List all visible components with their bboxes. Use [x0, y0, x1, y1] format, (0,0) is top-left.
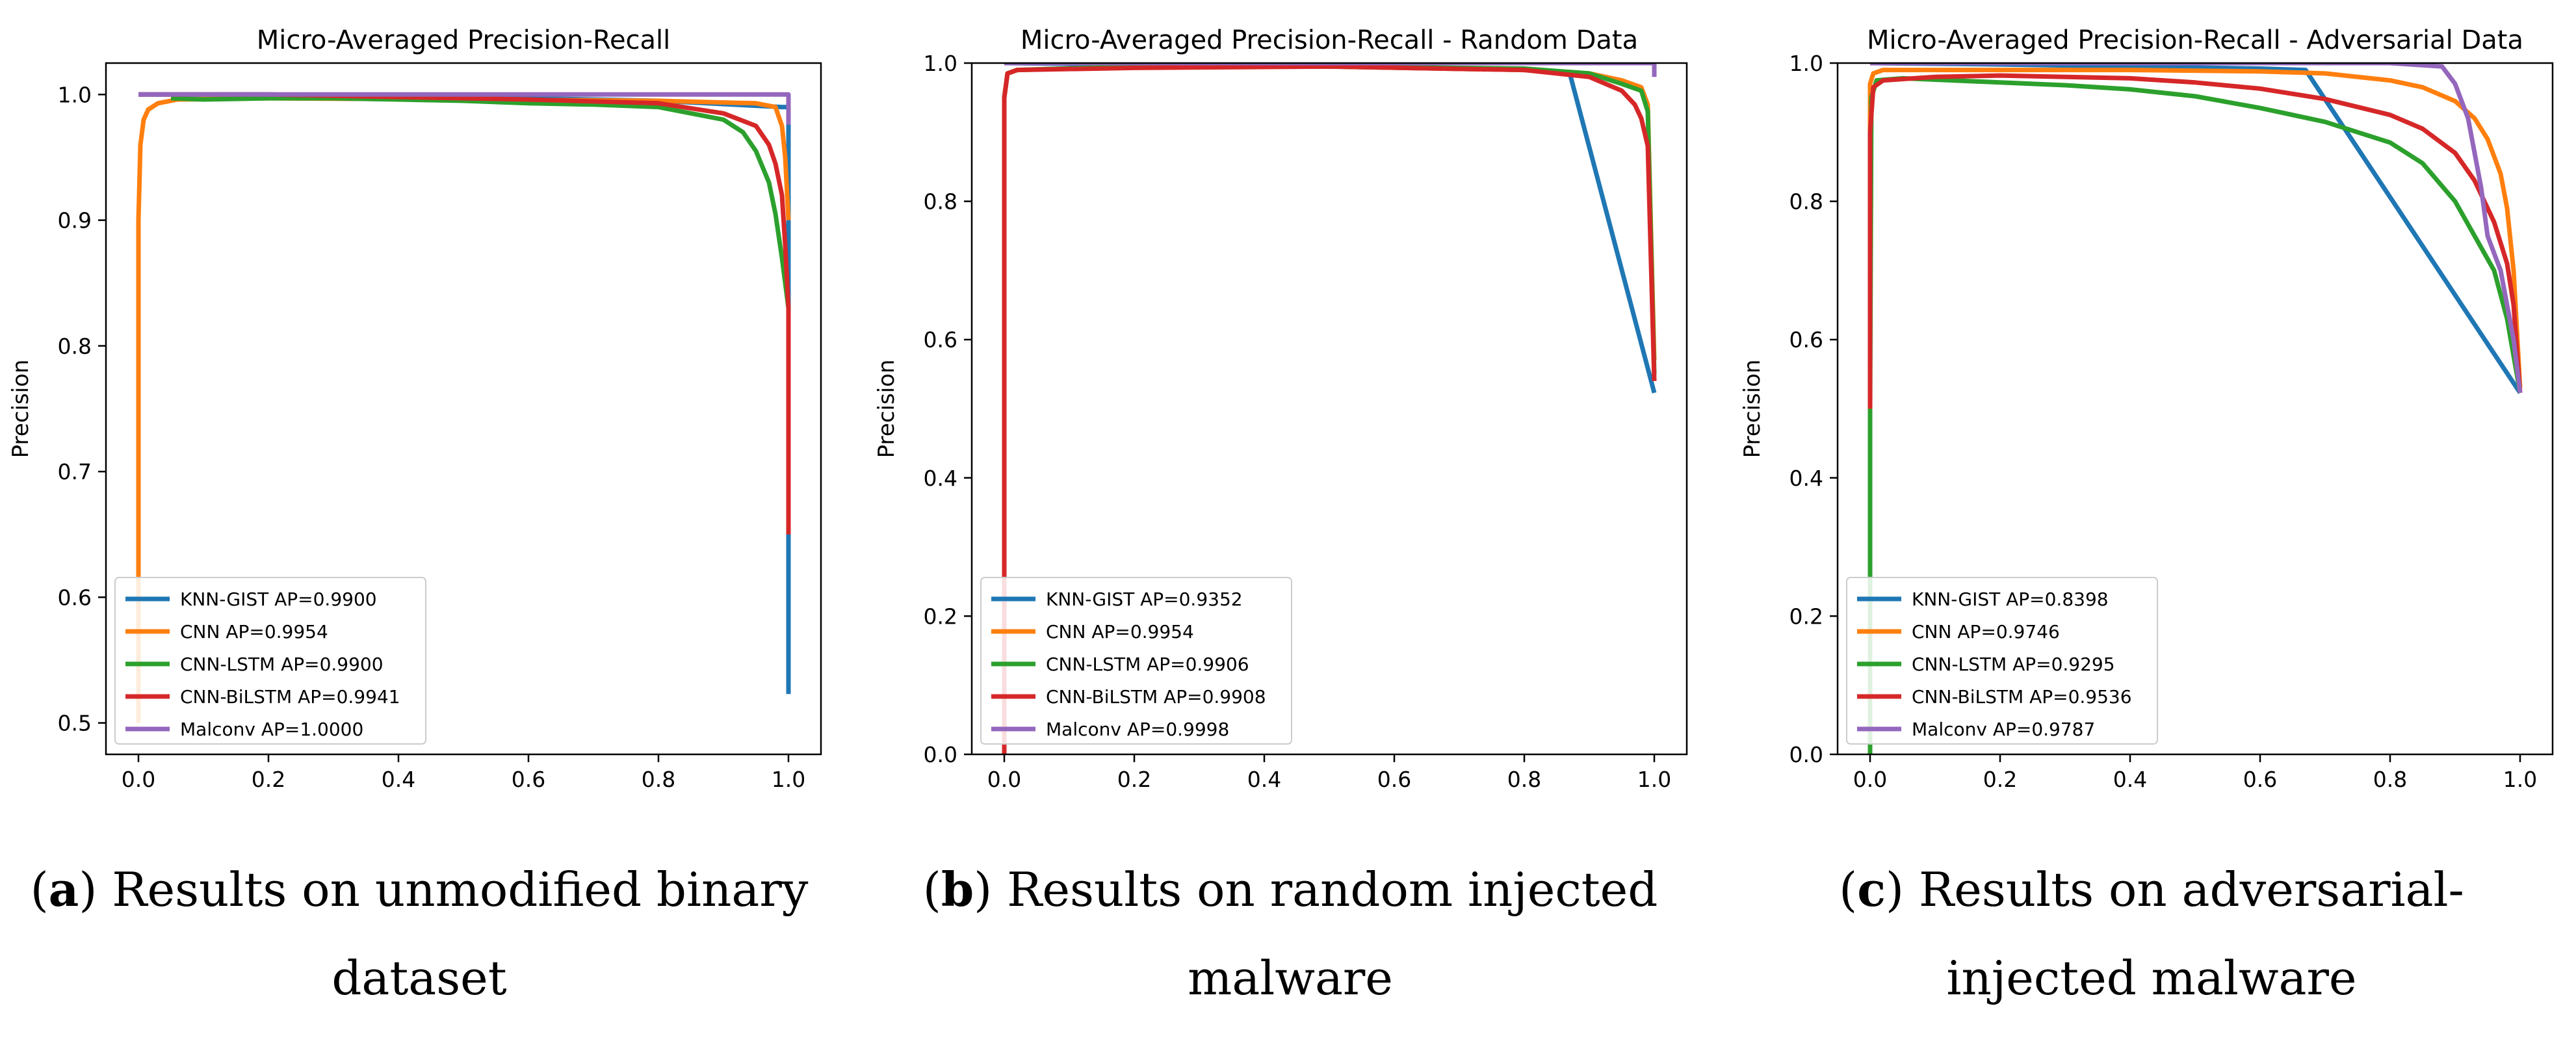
series-line-malconv: [1004, 63, 1657, 77]
panel-c: 0.0 0.2 0.4 0.6 0.8 1.0 0.0 0.2 0.4 0.6 0.8 1.0 Micr…: [1739, 25, 2554, 800]
x-tick-label: 0.6: [2243, 767, 2277, 792]
series-line-cnn: [1867, 68, 2523, 388]
x-axis-label: Recall: [430, 799, 496, 800]
legend-entry-cnn: CNN AP=0.9954: [1046, 621, 1194, 643]
axes-frame: [970, 62, 1688, 756]
y-tick-label: 1.0: [58, 82, 92, 107]
legend-entry-cnn-lstm: CNN-LSTM AP=0.9900: [180, 654, 384, 675]
caption-c: (c) Results on adversarial-injected malw…: [1839, 862, 2464, 1005]
series-line-knn-gist: [1004, 63, 1657, 393]
series-lines: [1002, 63, 1657, 754]
y-tick-label: 0.8: [1789, 189, 1823, 215]
y-tick-label: 0.2: [924, 603, 957, 629]
legend-box: [114, 577, 426, 745]
y-tick-label: 0.6: [1789, 327, 1823, 352]
legend-entry-cnn-lstm: CNN-LSTM AP=0.9295: [1912, 654, 2115, 675]
x-tick-label: 0.8: [2373, 767, 2407, 792]
caption-c-text: ) Results on adversarial-injected malwar…: [1886, 862, 2464, 1005]
y-tick-label: 0.6: [924, 327, 957, 352]
legend-entry-knn-gist: KNN-GIST AP=0.8398: [1912, 589, 2109, 610]
axes-frame: [1836, 62, 2554, 756]
series-line-malconv: [1870, 63, 2523, 393]
legend-entry-malconv: Malconv AP=1.0000: [180, 719, 363, 740]
legend-entry-malconv: Malconv AP=0.9998: [1046, 719, 1229, 740]
chart-title: Micro-Averaged Precision-Recall - Advers…: [1867, 25, 2523, 55]
x-tick-label: 0.8: [642, 767, 675, 792]
x-tick-label: 0.4: [2113, 767, 2147, 792]
x-axis-label: Recall: [1296, 799, 1362, 800]
legend: KNN-GIST AP=0.9900 CNN AP=0.9954 CNN-LSTM …: [114, 577, 426, 745]
x-tick-label: 0.6: [1377, 767, 1411, 792]
y-tick-label: 0.4: [1789, 466, 1823, 491]
y-tick-label: 0.2: [1789, 603, 1823, 629]
y-axis-label: Precision: [1739, 360, 1765, 458]
legend-box: [980, 577, 1292, 745]
y-axis-label: Precision: [874, 360, 900, 458]
legend-entry-knn-gist: KNN-GIST AP=0.9900: [180, 589, 377, 610]
panel-a: 0.0 0.2 0.4 0.6 0.8 1.0 0.5 0.6 0.7 0.8 0.9 1.0 Micr…: [8, 25, 822, 800]
x-tick-label: 0.4: [1247, 767, 1281, 792]
series-line-cnn-lstm: [170, 96, 791, 309]
series-line-knn-gist: [1869, 63, 2522, 395]
y-tick-label: 0.5: [58, 711, 92, 736]
legend-entry-cnn-bilstm: CNN-BiLSTM AP=0.9908: [1046, 686, 1266, 708]
y-tick-label: 0.8: [58, 334, 92, 359]
legend-entry-cnn: CNN AP=0.9954: [180, 621, 328, 643]
y-tick-label: 0.8: [924, 189, 957, 215]
x-tick-label: 0.0: [1853, 767, 1887, 792]
x-tick-label: 0.6: [512, 767, 545, 792]
legend-entry-cnn: CNN AP=0.9746: [1912, 621, 2060, 643]
legend-entry-cnn-bilstm: CNN-BiLSTM AP=0.9941: [180, 686, 400, 708]
x-tick-label: 0.2: [252, 767, 285, 792]
figure: 0.0 0.2 0.4 0.6 0.8 1.0 0.5 0.6 0.7 0.8 0.9 1.0 Micr…: [8, 25, 2554, 800]
chart-title: Micro-Averaged Precision-Recall: [257, 25, 671, 55]
x-tick-label: 0.8: [1507, 767, 1541, 792]
legend-box: [1846, 577, 2158, 745]
caption-c-letter: c: [1857, 862, 1886, 917]
x-tick-label: 0.0: [987, 767, 1021, 792]
caption-a-letter: a: [48, 862, 79, 917]
y-tick-label: 1.0: [924, 51, 957, 76]
caption-b: (b) Results on random injected malware: [922, 862, 1658, 1005]
caption-a-text: ) Results on unmodified binary dataset: [79, 862, 809, 1005]
caption-a: (a) Results on unmodified binary dataset: [30, 862, 809, 1005]
x-tick-label: 0.4: [382, 767, 415, 792]
y-tick-label: 0.4: [924, 466, 957, 491]
panel-b: 0.0 0.2 0.4 0.6 0.8 1.0 0.0 0.2 0.4 0.6 0.8 1.0 Micr…: [874, 25, 1688, 800]
caption-b-text: ) Results on random injected malware: [974, 862, 1658, 1005]
legend-entry-cnn-lstm: CNN-LSTM AP=0.9906: [1046, 654, 1249, 675]
y-tick-label: 0.0: [1789, 742, 1823, 767]
x-axis-label: Recall: [2162, 799, 2228, 800]
series-line-cnn-bilstm: [1867, 73, 2523, 409]
y-tick-label: 0.6: [58, 585, 92, 610]
caption-b-letter: b: [941, 862, 974, 917]
x-tick-label: 0.2: [1983, 767, 2017, 792]
y-tick-label: 0.9: [58, 208, 92, 233]
series-line-malconv: [138, 92, 791, 125]
y-tick-label: 0.0: [924, 742, 957, 767]
legend-entry-malconv: Malconv AP=0.9787: [1912, 719, 2095, 740]
x-tick-label: 1.0: [1637, 767, 1671, 792]
axes-frame: [105, 62, 822, 756]
x-tick-label: 0.2: [1117, 767, 1151, 792]
series-lines: [136, 92, 791, 723]
x-tick-label: 1.0: [772, 767, 805, 792]
y-tick-label: 0.7: [58, 459, 92, 484]
series-line-cnn-lstm: [1867, 75, 2523, 754]
chart-title: Micro-Averaged Precision-Recall - Random…: [1021, 25, 1638, 55]
y-tick-label: 1.0: [1789, 51, 1823, 76]
legend: KNN-GIST AP=0.8398 CNN AP=0.9746 CNN-LSTM …: [1846, 577, 2158, 745]
x-tick-label: 1.0: [2503, 767, 2537, 792]
legend-entry-cnn-bilstm: CNN-BiLSTM AP=0.9536: [1912, 686, 2132, 708]
series-line-cnn-bilstm: [138, 92, 791, 535]
series-lines: [1867, 63, 2523, 754]
legend: KNN-GIST AP=0.9352 CNN AP=0.9954 CNN-LSTM …: [980, 577, 1292, 745]
x-tick-label: 0.0: [122, 767, 155, 792]
legend-entry-knn-gist: KNN-GIST AP=0.9352: [1046, 589, 1243, 610]
y-axis-label: Precision: [8, 360, 34, 458]
series-line-cnn-bilstm: [1002, 64, 1657, 754]
